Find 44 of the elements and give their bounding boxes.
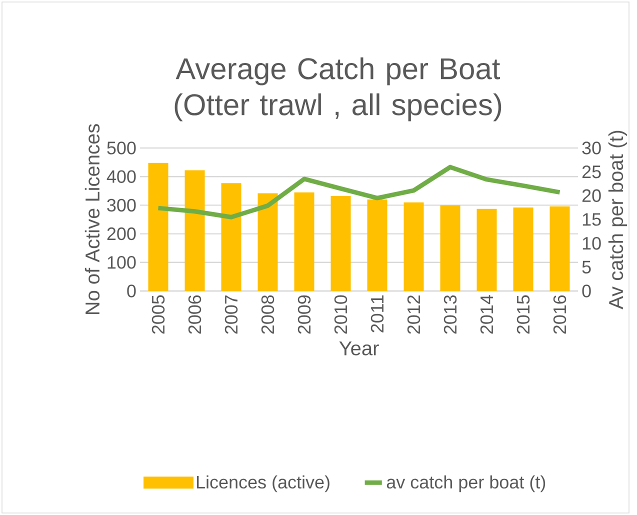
x-tick-label: 2015: [516, 295, 530, 334]
bar: [330, 196, 351, 291]
chart-title: Average Catch per Boat (Otter trawl , all species): [174, 57, 502, 122]
y-axis-title: No of Active Licences: [84, 124, 100, 314]
y-tick-label: 0: [127, 284, 136, 298]
y-tick-label: 300: [107, 198, 136, 212]
y2-tick-label: 20: [582, 189, 601, 202]
x-tick-label: 2007: [224, 295, 238, 334]
y2-tick-label: 5: [582, 260, 591, 274]
y2-axis-title: Av catch per boat (t): [608, 130, 628, 310]
bar: [221, 183, 242, 291]
y-tick-label: 400: [106, 170, 136, 183]
x-tick-label: 2005: [152, 295, 165, 334]
bar: [294, 192, 314, 291]
y-tick-label: 200: [107, 227, 136, 240]
x-tick-label: 2006: [188, 295, 202, 334]
bar: [148, 162, 168, 291]
x-tick-label: 2008: [261, 295, 274, 334]
x-axis-title: Year: [339, 341, 379, 356]
legend-label: Licences (active): [196, 475, 330, 492]
x-tick-label: 2014: [480, 295, 494, 334]
x-tick-label: 2013: [444, 295, 457, 334]
bar: [550, 206, 570, 291]
y-tick-label: 100: [108, 256, 136, 269]
bar: [513, 207, 534, 291]
y2-tick-label: 15: [582, 213, 601, 226]
x-tick-label: 2009: [298, 295, 311, 334]
y-tick-label: 500: [107, 142, 136, 154]
x-tick-label: 2016: [553, 295, 566, 334]
y2-tick-label: 0: [582, 284, 591, 298]
y2-tick-label: 10: [582, 236, 601, 250]
bar: [258, 193, 278, 291]
bar: [440, 205, 460, 291]
x-tick-label: 2012: [407, 295, 420, 334]
bar: [184, 170, 205, 291]
legend-label: av catch per boat (t): [386, 475, 546, 492]
line-series: [156, 164, 562, 220]
bar: [367, 199, 388, 291]
y2-tick-label: 30: [582, 142, 601, 154]
bar: [476, 208, 497, 291]
y2-tick-label: 25: [582, 165, 601, 178]
bar: [404, 202, 424, 291]
x-tick-label: 2011: [370, 295, 384, 332]
x-tick-label: 2010: [334, 295, 348, 334]
